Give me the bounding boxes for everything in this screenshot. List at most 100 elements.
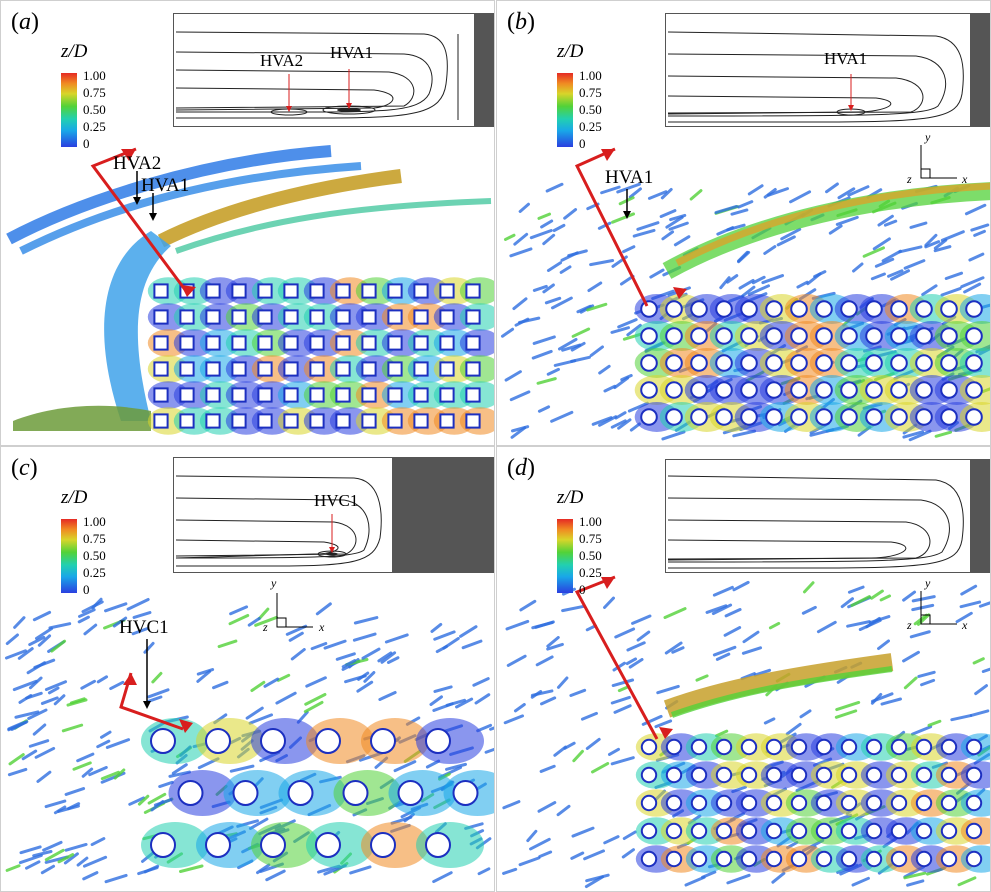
cylinder [283,413,299,429]
cylinder [179,361,195,377]
cylinder [790,794,808,812]
vortex-streak [802,581,815,594]
cylinder [940,822,958,840]
vortex-streak [924,240,941,249]
vortex-streak [4,649,28,660]
cylinder [465,387,481,403]
cylinder [665,354,683,372]
cylinder [665,300,683,318]
cylinder [361,283,377,299]
vortex-streak [96,675,109,684]
axis-z-label: z [906,172,912,186]
vortex-streak [789,190,812,204]
vortex-streak [813,270,827,279]
cylinder [361,361,377,377]
vortex-streak [960,276,985,289]
colorbar [557,519,573,593]
cylinder [439,309,455,325]
cylinder [890,300,908,318]
vortex-streak [614,627,636,639]
vortex-streak [909,630,931,639]
vortex-streak [77,615,90,624]
cylinder [765,794,783,812]
vortex-scene-d: y z x [502,575,990,889]
cylinder [740,738,758,756]
legend-tick: 0.50 [579,102,602,117]
vortex-streak [263,677,280,688]
vortex-streak [96,739,111,749]
vortex-streak [933,245,952,253]
vortex-streak [245,706,264,720]
vortex-streak [12,679,38,692]
cylinder [740,327,758,345]
cylinder [765,738,783,756]
vortex-streak [903,676,918,690]
vortex-streak [622,245,636,254]
vortex-streak [532,335,556,345]
vortex-streak [940,287,962,297]
vortex-streak [796,280,809,289]
vortex-streak [455,697,474,709]
vortex-streak [229,764,255,773]
cylinder [815,822,833,840]
vortex-streak [304,692,327,706]
vortex-streak [761,274,785,285]
cylinder [815,850,833,868]
vortex-streak [14,710,40,719]
cylinder [890,738,908,756]
cylinder [387,361,403,377]
cylinder [965,822,983,840]
vortex-streak [500,327,515,338]
cylinder [690,850,708,868]
colorbar-legend-b: z/D 1.00 0.75 0.50 0.25 0 [555,41,625,151]
vortex-streak [550,296,573,310]
vortex-streak [254,615,279,627]
vortex-streak [712,645,737,657]
cylinder [309,335,325,351]
panel-d: y z x (d) z/D 1.00 0.75 0.50 0.25 0 [496,446,991,892]
cylinder [205,387,221,403]
vortex-streak [8,753,25,766]
vortex-streak [476,723,493,733]
vortex-streak [529,228,553,240]
vortex-streak [530,689,554,697]
vortex-streak [851,876,870,887]
vortex-streak [872,237,891,251]
vortex-streak [21,749,38,761]
vortex-streak [610,695,631,705]
legend-tick: 0.50 [83,548,106,563]
panel-label-b: (b) [507,9,535,35]
vortex-streak [862,246,885,258]
cylinder [205,413,221,429]
cylinder [815,300,833,318]
cylinder [640,822,658,840]
cylinder [965,766,983,784]
vortex-streak [57,853,75,864]
vortex-streak [610,326,630,334]
cylinder [840,850,858,868]
vortex-streak [960,584,978,596]
vortex-streak [542,233,556,246]
vortex-streak [80,679,96,690]
cylinder [153,361,169,377]
vortex-streak [617,418,632,430]
legend-tick: 1.00 [83,68,106,83]
cylinder [690,300,708,318]
vortex-streak [712,585,734,597]
vortex-streak [569,688,587,697]
vortex-streak [513,703,526,713]
vortex-streak [66,698,88,707]
vortex-streak [143,641,155,654]
cylinder [257,309,273,325]
vortex-streak [377,651,393,663]
vortex-streak [503,714,525,725]
vortex-streak [933,238,948,250]
cylinder [865,850,883,868]
vortex-streak [763,717,776,725]
cylinder [890,822,908,840]
vortex-streak [109,680,125,691]
vortex-streak [433,685,453,693]
cylinder [740,850,758,868]
vortex-streak [671,646,685,654]
vortex-streak [47,686,60,695]
